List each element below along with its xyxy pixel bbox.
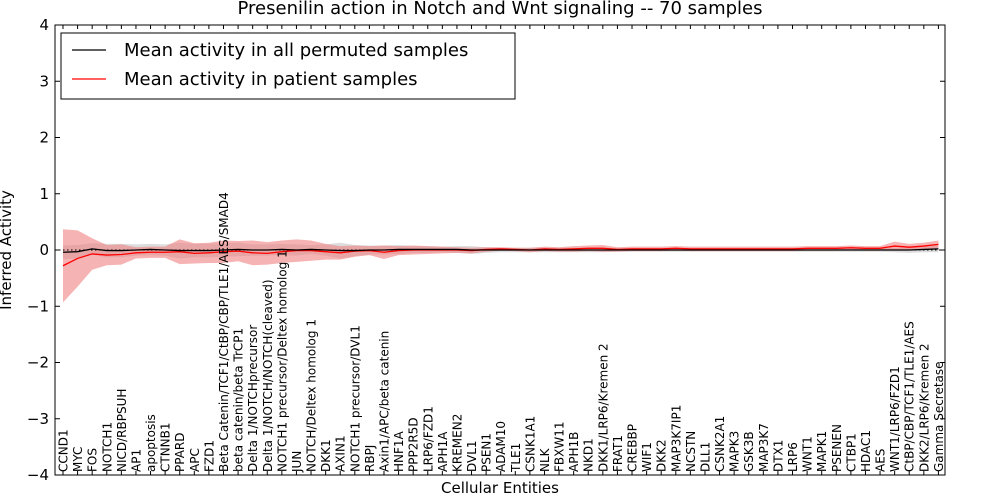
x-tick-label: GSK3B <box>742 431 756 472</box>
x-tick-label: DKK2 <box>655 439 669 472</box>
x-tick-label: CREBBP <box>626 424 640 472</box>
y-tick-label: 4 <box>39 16 49 34</box>
x-tick-label: DLL1 <box>698 442 712 472</box>
x-tick-label: TLE1 <box>509 443 523 473</box>
x-tick-label: Delta 1/NOTCH/NOTCH(cleaved) <box>261 279 275 472</box>
legend-label-0: Mean activity in all permuted samples <box>124 40 468 61</box>
x-tick-label: PPP2R5D <box>407 417 421 472</box>
x-tick-label: NLK <box>538 447 552 472</box>
axes: −4 −3 −2 −1 0 1 2 3 4 CCND1 MYC FOS NOTCH1 NICD/RBPSU… <box>27 16 946 484</box>
x-tick-label: PSEN1 <box>480 433 494 472</box>
x-tick-label: beta catenin/beta TrCP1 <box>232 328 246 472</box>
x-tick-label: ADAM10 <box>494 421 508 472</box>
x-tick-label: AES <box>874 449 888 472</box>
x-tick-label: CSNK1A1 <box>523 416 537 472</box>
x-tick-label: MAP3K7 <box>757 423 771 472</box>
x-tick-label: WNT1/LRP6/FZD1 <box>888 366 902 472</box>
plot-area <box>55 229 945 303</box>
x-tick-label: MAP3K7IP1 <box>669 405 683 472</box>
x-tick-label: DKK2/LRP6/Kremen 2 <box>917 343 931 472</box>
x-tick-label: APH1B <box>567 432 581 472</box>
y-axis-label: Inferred Activity <box>0 190 15 310</box>
x-axis-label: Cellular Entities <box>441 479 559 497</box>
x-tick-label: DTX1 <box>771 440 785 472</box>
x-tick-label: PPARD <box>173 433 187 473</box>
y-tick-label: 3 <box>39 72 49 90</box>
x-tick-label: LRP6 <box>786 442 800 472</box>
x-tick-label: APC <box>188 448 202 472</box>
y-tick-label: −1 <box>27 297 49 315</box>
x-tick-label: CtBP/CBP/TCF1/TLE1/AES <box>903 321 917 472</box>
x-tick-label: DKK1/LRP6/Kremen 2 <box>596 343 610 472</box>
x-tick-label: NOTCH1 precursor/DVL1 <box>348 325 362 472</box>
x-tick-label: WIF1 <box>640 442 654 472</box>
x-tick-label: KREMEN2 <box>450 414 464 472</box>
y-tick-label: −2 <box>27 354 49 372</box>
x-tick-label: FBXW11 <box>553 422 567 473</box>
chart-title: Presenilin action in Notch and Wnt signa… <box>238 0 763 19</box>
x-tick-label: AXIN1 <box>334 435 348 472</box>
y-tick-label: 2 <box>39 129 49 147</box>
series-line-1 <box>62 243 939 267</box>
x-tick-label: FZD1 <box>202 440 216 472</box>
x-tick-label: NOTCH/Deltex homolog 1 <box>305 319 319 472</box>
x-tick-label: MAPK1 <box>815 431 829 472</box>
x-tick-label: HNF1A <box>392 430 406 472</box>
y-tick-label: −4 <box>27 466 49 484</box>
x-tick-label: CTBP1 <box>844 433 858 472</box>
x-tick-label: CSNK2A1 <box>713 416 727 472</box>
x-tick-label: NCSTN <box>684 431 698 472</box>
x-tick-label: HDAC1 <box>859 430 873 472</box>
x-tick-label: PSENEN <box>830 424 844 472</box>
x-tick-label: RBPJ <box>363 445 377 472</box>
x-tick-label: MAPK3 <box>728 431 742 472</box>
x-tick-label: NOTCH1 precursor/Deltex homolog 1 <box>275 250 289 472</box>
x-tick-label: WNT1 <box>801 436 815 472</box>
x-tick-label: NICD/RBPSUH <box>115 389 129 472</box>
x-tick-label: JUN <box>290 451 304 473</box>
x-tick-label: LRP6/FZD1 <box>421 406 435 472</box>
y-tick-label: −3 <box>27 410 49 428</box>
x-tick-label: APH1A <box>436 431 450 472</box>
x-tick-label: FOS <box>86 448 100 472</box>
x-tick-label: CTNNB1 <box>159 422 173 472</box>
x-tick-label: DVL1 <box>465 440 479 472</box>
confidence-band-series-1 <box>63 229 939 303</box>
x-tick-label: apoptosis <box>144 414 158 472</box>
x-tick-label: CCND1 <box>57 429 71 472</box>
x-tick-label: Gamma Secretase <box>932 361 946 472</box>
x-tick-label: NOTCH1 <box>100 422 114 472</box>
x-tick-label: Delta 1/NOTCHprecursor <box>246 325 260 472</box>
legend: Mean activity in all permuted samples Mea… <box>60 32 516 100</box>
legend-box <box>60 32 516 100</box>
legend-label-1: Mean activity in patient samples <box>124 69 418 90</box>
y-tick-label: 0 <box>39 241 49 259</box>
y-tick-label: 1 <box>39 185 49 203</box>
series-line-0 <box>62 248 939 253</box>
x-tick-label: MYC <box>71 447 85 472</box>
x-tick-label: DKK1 <box>319 439 333 472</box>
x-tick-label: Axin1/APC/beta catenin <box>377 331 391 472</box>
x-tick-label: Beta Catenin/TCF1/CtBP/CBP/TLE1/AES/SMAD… <box>217 192 231 472</box>
x-tick-label: FRAT1 <box>611 435 625 472</box>
x-tick-label: AP1 <box>129 449 143 472</box>
x-tick-label: NKD1 <box>582 438 596 472</box>
